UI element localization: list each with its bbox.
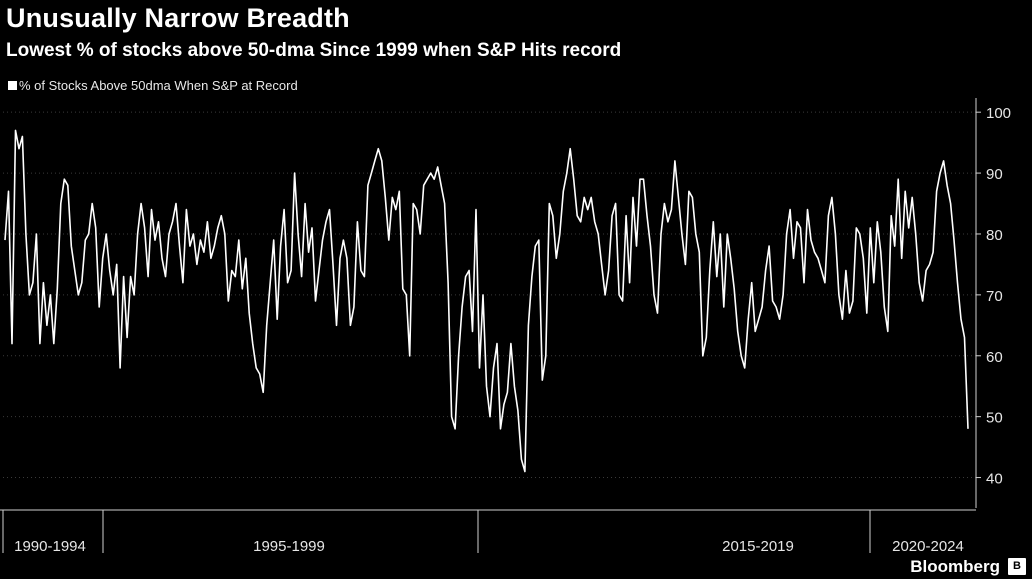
bloomberg-brand: Bloomberg: [910, 557, 1000, 576]
y-tick-label: 70: [986, 288, 1003, 305]
series-line: [4, 129, 969, 473]
legend: % of Stocks Above 50dma When S&P at Reco…: [8, 78, 298, 93]
y-tick-label: 90: [986, 166, 1003, 183]
chart-title: Unusually Narrow Breadth: [6, 3, 350, 33]
y-tick-label: 50: [986, 410, 1003, 427]
x-group-label: 1990-1994: [14, 538, 86, 555]
y-tick-label: 80: [986, 227, 1003, 244]
bloomberg-logo-icon: B: [1008, 558, 1026, 575]
legend-label: % of Stocks Above 50dma When S&P at Reco…: [19, 78, 298, 93]
y-tick-label: 40: [986, 471, 1003, 488]
x-group-label: 2015-2019: [722, 538, 794, 555]
y-tick-label: 60: [986, 349, 1003, 366]
chart-subtitle: Lowest % of stocks above 50-dma Since 19…: [6, 40, 622, 61]
legend-swatch: [8, 81, 17, 90]
y-tick-label: 100: [986, 105, 1011, 122]
x-group-label: 2020-2024: [892, 538, 964, 555]
x-group-label: 1995-1999: [253, 538, 325, 555]
